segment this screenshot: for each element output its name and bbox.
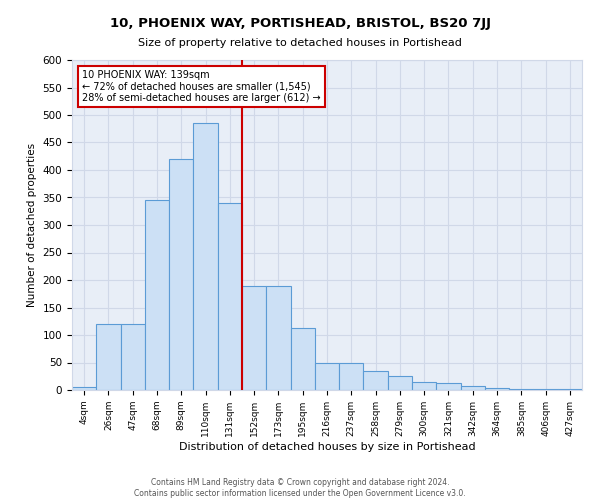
X-axis label: Distribution of detached houses by size in Portishead: Distribution of detached houses by size …: [179, 442, 475, 452]
Bar: [533, 389, 558, 390]
Bar: [193, 123, 218, 390]
Bar: [339, 362, 364, 390]
Text: 10 PHOENIX WAY: 139sqm
← 72% of detached houses are smaller (1,545)
28% of semi-: 10 PHOENIX WAY: 139sqm ← 72% of detached…: [82, 70, 321, 103]
Bar: [72, 387, 96, 390]
Y-axis label: Number of detached properties: Number of detached properties: [27, 143, 37, 307]
Bar: [461, 386, 485, 390]
Bar: [315, 362, 339, 390]
Bar: [218, 203, 242, 390]
Bar: [169, 159, 193, 390]
Bar: [242, 286, 266, 390]
Bar: [121, 324, 145, 390]
Text: Size of property relative to detached houses in Portishead: Size of property relative to detached ho…: [138, 38, 462, 48]
Text: 10, PHOENIX WAY, PORTISHEAD, BRISTOL, BS20 7JJ: 10, PHOENIX WAY, PORTISHEAD, BRISTOL, BS…: [110, 18, 491, 30]
Bar: [485, 388, 509, 390]
Bar: [509, 389, 533, 390]
Bar: [364, 371, 388, 390]
Bar: [412, 382, 436, 390]
Text: Contains HM Land Registry data © Crown copyright and database right 2024.
Contai: Contains HM Land Registry data © Crown c…: [134, 478, 466, 498]
Bar: [436, 384, 461, 390]
Bar: [388, 376, 412, 390]
Bar: [290, 328, 315, 390]
Bar: [145, 200, 169, 390]
Bar: [266, 286, 290, 390]
Bar: [96, 324, 121, 390]
Bar: [558, 389, 582, 390]
